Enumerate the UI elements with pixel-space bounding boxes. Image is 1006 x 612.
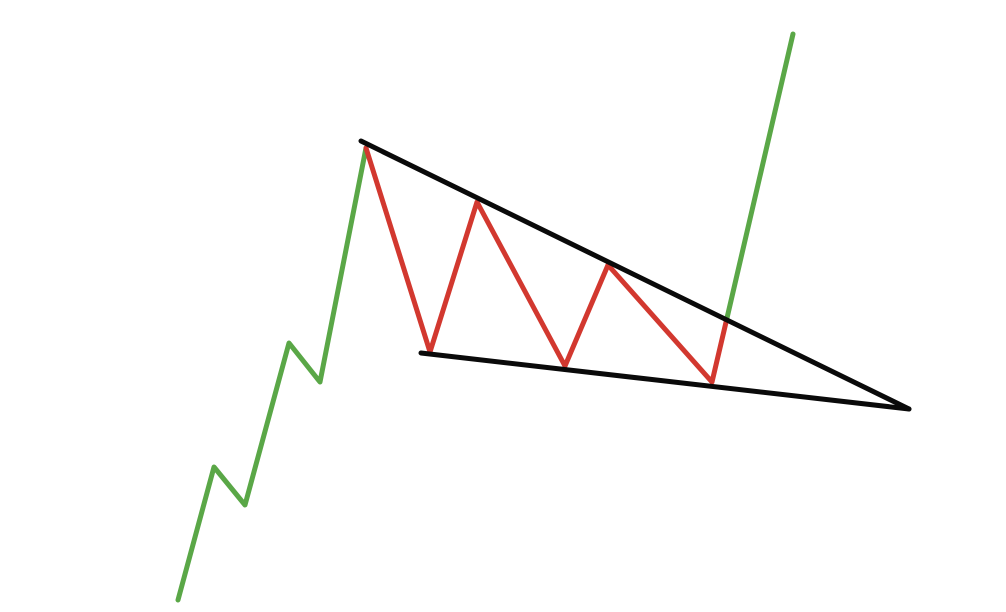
prior-uptrend-line <box>175 145 369 603</box>
breakout-uptrend-line <box>724 31 796 321</box>
upper-trendline <box>358 138 912 412</box>
lower-trendline <box>418 350 912 412</box>
